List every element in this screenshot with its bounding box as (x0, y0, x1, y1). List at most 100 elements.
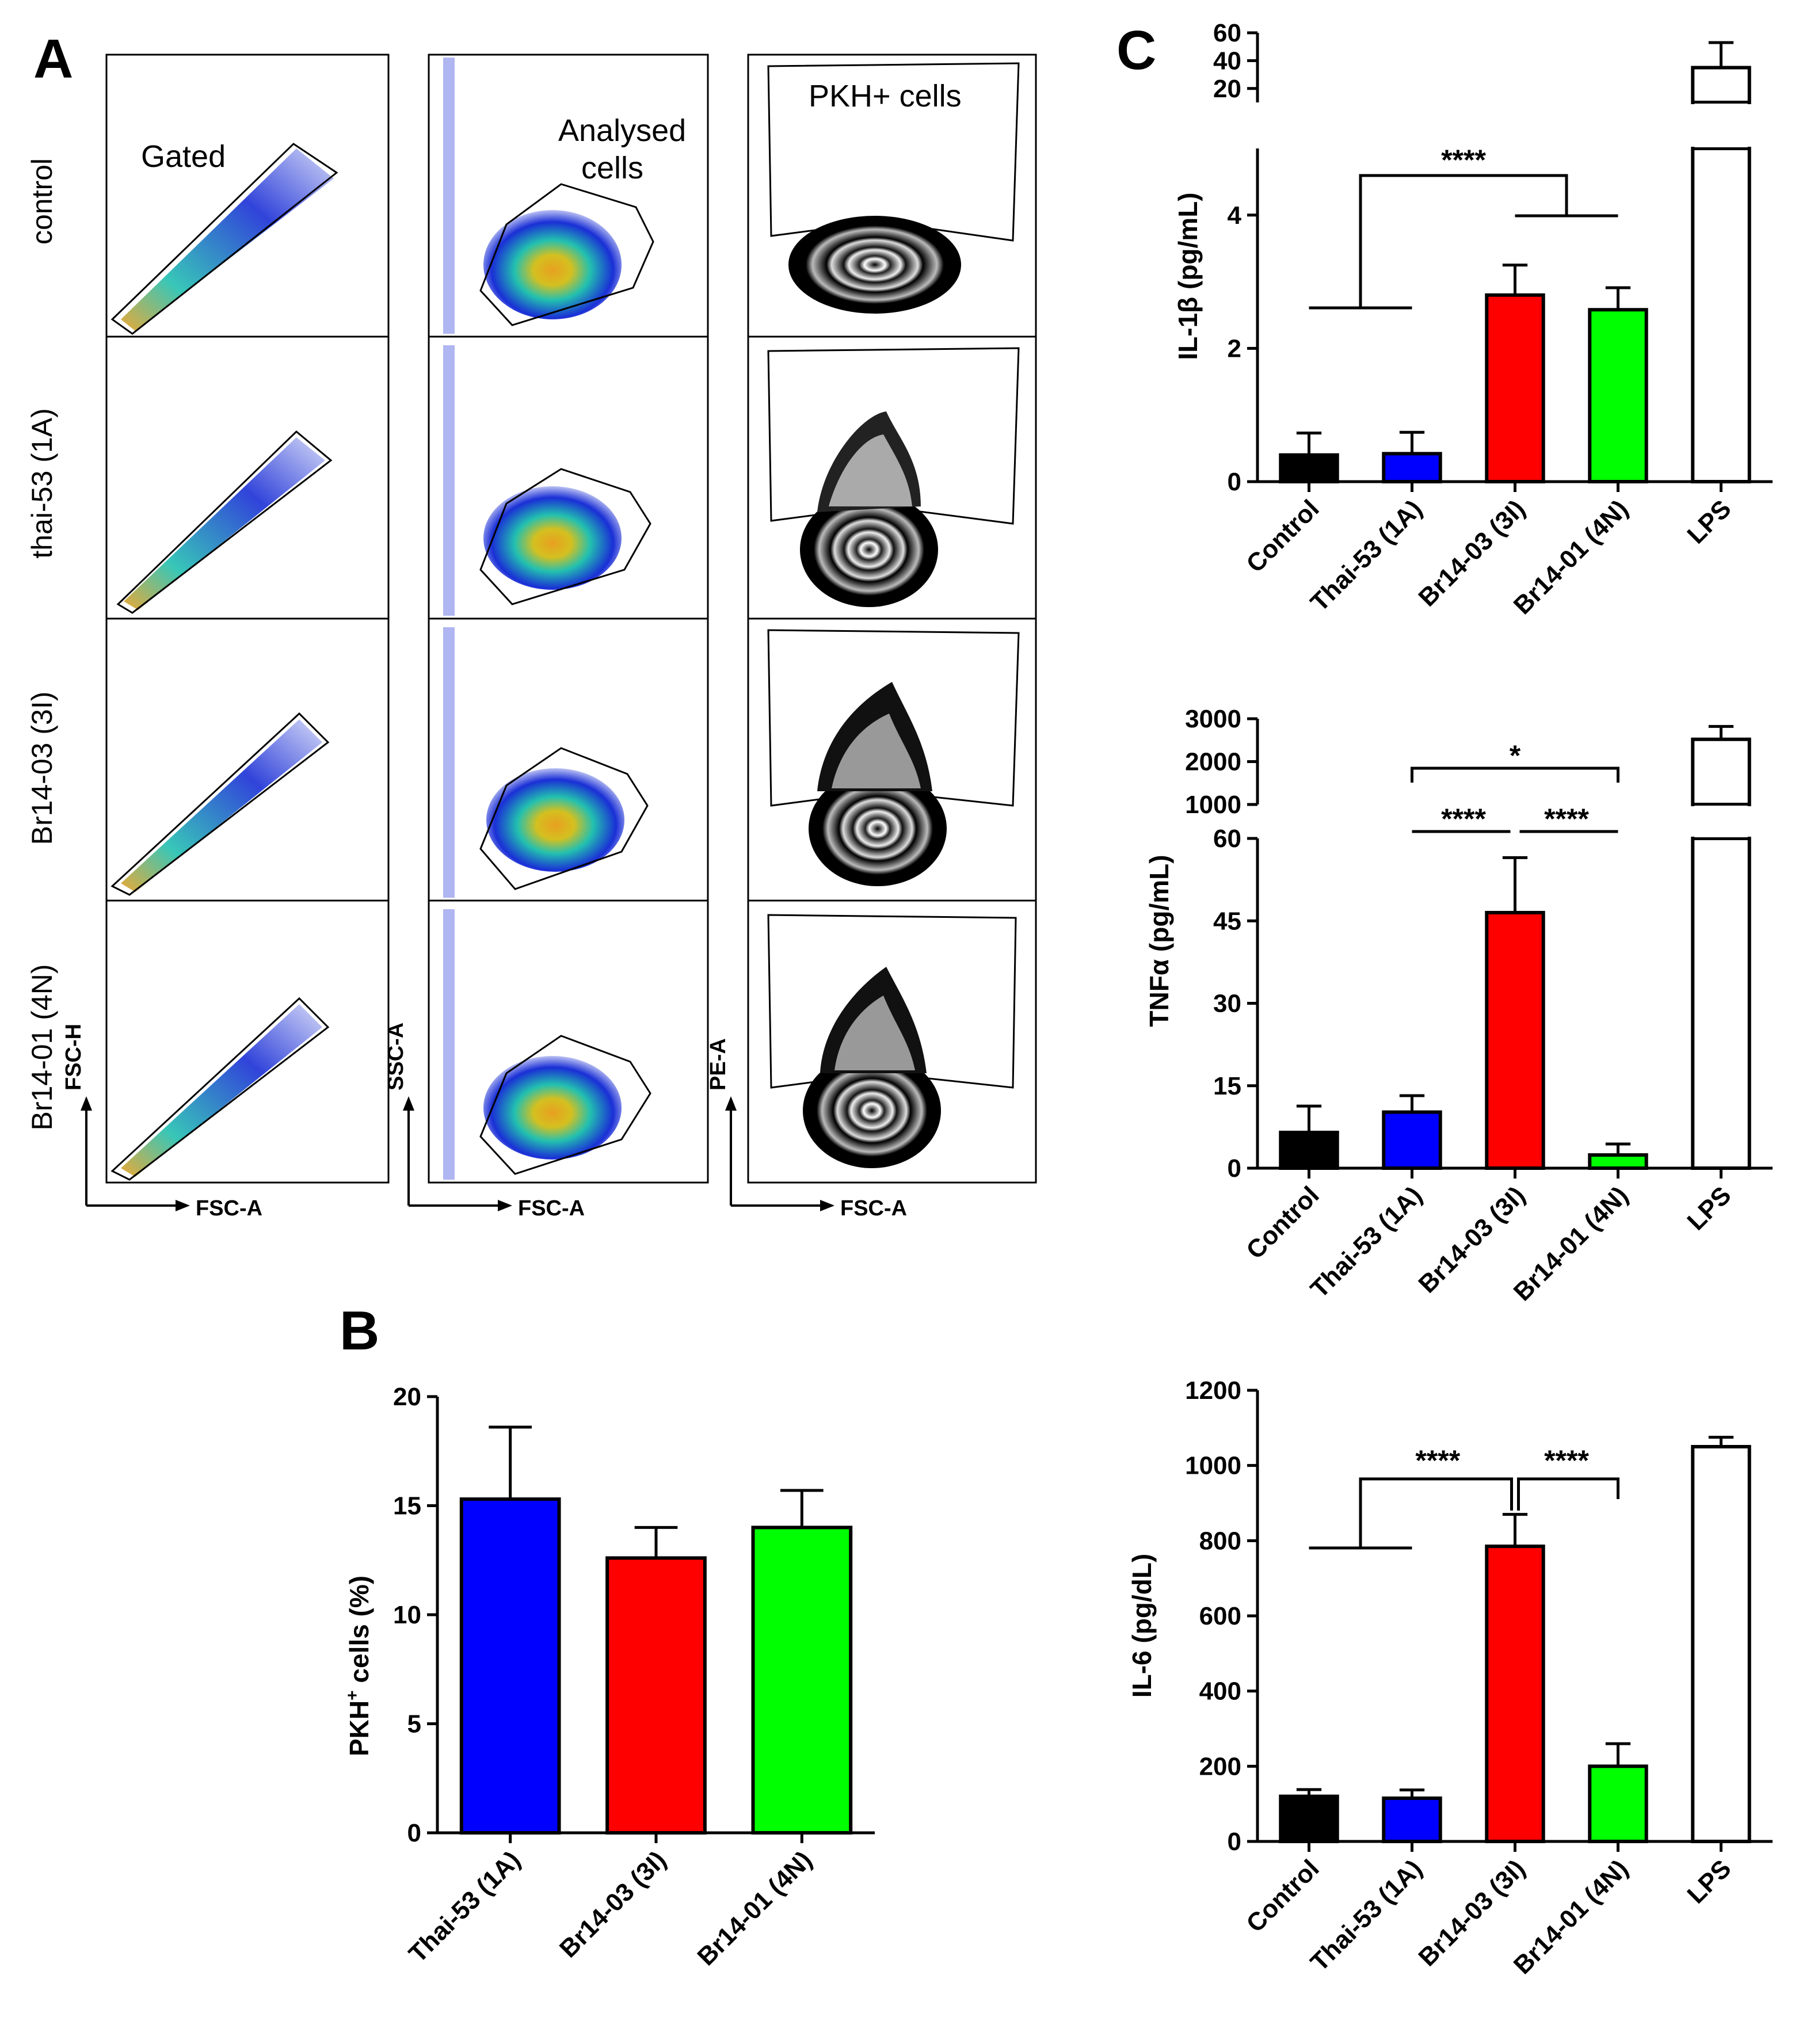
fc-plot-col2-row2 (428, 335, 709, 620)
col2-y-axis-label: SSC-A (384, 1023, 408, 1090)
C3-ytick-label: 600 (1199, 1602, 1241, 1630)
C1-ytick-label-upper: 40 (1213, 47, 1241, 75)
C2-bar (1588, 1153, 1648, 1170)
fc-plot-col1-row2 (105, 335, 390, 620)
C1-bar (1485, 293, 1545, 483)
C3-bar (1588, 1764, 1648, 1843)
C1-ytick-label: 0 (1228, 468, 1241, 496)
C2-bar (1382, 1110, 1442, 1170)
col2-x-axis-label: FSC-A (518, 1196, 585, 1221)
row-label-thai53: thai-53 (1A) (26, 408, 58, 558)
fc-plot-col1-row4 (105, 899, 390, 1184)
C1-xtick-label: LPS (1682, 494, 1736, 549)
C1-bar (1691, 66, 1751, 104)
C1-xtick-label: Br14-03 (3I) (1413, 494, 1530, 612)
fc-plot-col1-row3 (105, 617, 390, 902)
C2-ytick-label: 0 (1228, 1154, 1241, 1183)
col1-x-axis-label: FSC-A (196, 1196, 262, 1221)
C1-xtick-label: Thai-53 (1A) (1305, 494, 1428, 617)
C2-xtick-label: Thai-53 (1A) (1305, 1181, 1428, 1303)
panel-letter-b: B (340, 1300, 379, 1362)
b-y-axis-title-sup: + (343, 1690, 362, 1700)
fc-plot-col3-row3 (747, 617, 1037, 902)
col3-x-axis-label: FSC-A (840, 1196, 907, 1221)
C1-ytick-label: 4 (1228, 201, 1242, 230)
row-label-control: control (26, 158, 58, 245)
C2-bar-lower-segment (1691, 837, 1751, 1170)
C2-ytick-label: 15 (1213, 1072, 1241, 1100)
fc-plot-col3-row4 (747, 899, 1037, 1184)
panel-a-flow-cytometry: control thai-53 (1A) Br14-03 (3I) Br14-0… (26, 54, 1037, 1221)
fc-plot-col1-row1 (105, 54, 390, 338)
C1-ytick-label-upper: 60 (1213, 19, 1241, 47)
significance-label: * (1510, 739, 1521, 772)
sig-bracket-c2-top (1411, 766, 1619, 783)
C2-ytick-label-upper: 2000 (1185, 748, 1241, 776)
gate-label-analysed-1: Analysed (558, 113, 686, 148)
C1-bar (1382, 452, 1442, 484)
significance-label: **** (1415, 1444, 1460, 1477)
b-y-axis-title-rest: cells (%) (344, 1576, 374, 1690)
fc-plot-col2-row1 (428, 54, 709, 338)
col1-y-axis-label: FSC-H (62, 1024, 86, 1090)
C3-xtick-label: LPS (1682, 1854, 1736, 1909)
B-xtick-label: Br14-03 (3I) (554, 1845, 672, 1963)
C2-ytick-label-upper: 1000 (1185, 791, 1241, 819)
col3-y-axis-label: PE-A (706, 1038, 730, 1090)
b-y-axis-title-main: PKH (344, 1700, 374, 1756)
fc-column-2: Analysed cells FSC-A SSC-A (384, 54, 709, 1221)
C3-ytick-label: 1000 (1185, 1452, 1241, 1480)
sig-bracket-c1-main (1359, 174, 1568, 308)
B-ytick-label: 15 (393, 1492, 421, 1520)
C3-bar (1279, 1794, 1339, 1844)
C3-ytick-label: 1200 (1185, 1376, 1241, 1405)
C2-bar (1485, 910, 1545, 1170)
C2-bar (1691, 737, 1751, 807)
C1-xtick-label: Control (1241, 494, 1324, 578)
C2-bar-break-gap (1694, 806, 1748, 837)
C2-ytick-label: 60 (1213, 825, 1241, 853)
gate-label-analysed-2: cells (581, 151, 643, 185)
C2-ytick-label-upper: 3000 (1185, 705, 1241, 733)
B-ytick-label: 20 (393, 1383, 421, 1411)
C1-bar-lower-segment (1691, 147, 1751, 483)
C3-bar (1691, 1445, 1751, 1843)
row-label-br1401: Br14-01 (4N) (26, 964, 58, 1131)
fc-plot-col2-row3 (428, 617, 709, 902)
C3-ytick-label: 200 (1199, 1752, 1241, 1780)
C1-bar (1588, 308, 1648, 484)
fc-plot-col2-row4 (428, 899, 709, 1184)
C2-xtick-label: LPS (1682, 1181, 1736, 1235)
C3-ytick-label: 800 (1199, 1527, 1241, 1555)
B-xtick-label: Br14-01 (4N) (692, 1845, 817, 1971)
C3-xtick-label: Br14-03 (3I) (1413, 1854, 1530, 1971)
sig-bracket-c3-a (1359, 1477, 1513, 1548)
C1-ytick-label-upper: 20 (1213, 75, 1241, 103)
significance-label: **** (1441, 803, 1486, 835)
row-label-br1403: Br14-03 (3I) (26, 692, 58, 845)
C1-ytick-label: 2 (1228, 334, 1241, 363)
B-bar (605, 1556, 707, 1835)
gate-label-gated: Gated (141, 139, 226, 174)
C1-bar (1279, 453, 1339, 483)
C3-xtick-label: Thai-53 (1A) (1305, 1854, 1428, 1977)
sig-bracket-c3-b (1517, 1477, 1619, 1511)
C3-ytick-label: 0 (1228, 1828, 1241, 1856)
B-xtick-label: Thai-53 (1A) (403, 1845, 526, 1968)
panel-letter-c: C (1116, 20, 1156, 81)
C2-ytick-label: 30 (1213, 990, 1241, 1018)
C2-xtick-label: Control (1241, 1181, 1324, 1264)
significance-label: **** (1544, 1444, 1589, 1477)
B-ytick-label: 5 (407, 1710, 421, 1738)
B-bar (459, 1497, 561, 1835)
B-ytick-label: 10 (393, 1601, 421, 1629)
C3-xtick-label: Control (1241, 1854, 1324, 1938)
c3-y-axis-title: IL-6 (pg/dL) (1127, 1554, 1157, 1698)
fc-column-3: PKH+ cells FSC-A PE-A (706, 54, 1037, 1221)
C2-ytick-label: 45 (1213, 907, 1241, 935)
C3-bar (1382, 1796, 1442, 1844)
gate-label-pkh: PKH+ cells (809, 79, 962, 113)
B-ytick-label: 0 (407, 1819, 421, 1847)
C1-bar-break-gap (1694, 104, 1748, 147)
